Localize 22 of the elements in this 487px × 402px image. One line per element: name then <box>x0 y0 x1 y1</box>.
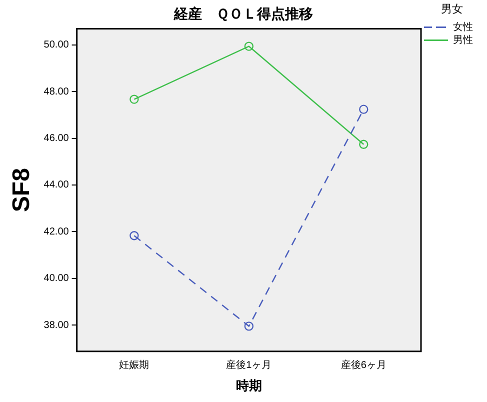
x-tick-label: 妊娠期 <box>119 359 150 372</box>
y-tick-label: 40.00 <box>44 273 70 284</box>
x-axis-title: 時期 <box>236 378 262 393</box>
point <box>130 94 139 104</box>
y-tick-label: 42.00 <box>44 226 70 238</box>
x-tick-label: 産後6ヶ月 <box>340 359 386 372</box>
y-tick-label: 46.00 <box>44 133 70 144</box>
legend-title: 男女 <box>441 4 463 16</box>
y-tick-label: 38.00 <box>44 320 70 331</box>
x-tick-label: 産後1ヶ月 <box>226 359 272 372</box>
point <box>244 322 254 331</box>
legend-label: 男性 <box>453 34 473 46</box>
legend-label: 女性 <box>453 20 473 33</box>
point <box>244 42 254 51</box>
point <box>359 104 368 114</box>
y-tick-label: 48.00 <box>44 86 70 98</box>
y-tick-label: 50.00 <box>44 40 70 51</box>
point <box>359 140 368 149</box>
chart-title: 経産 ＱＯＬ得点推移 <box>173 5 313 22</box>
y-axis-title: SF8 <box>8 168 36 212</box>
y-tick-label: 44.00 <box>44 180 70 191</box>
point <box>130 231 139 240</box>
